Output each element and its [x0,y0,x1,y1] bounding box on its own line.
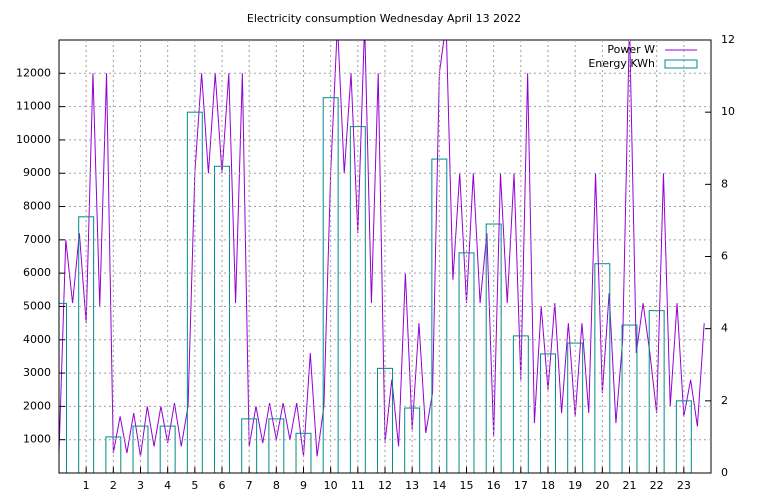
energy-box [377,367,393,473]
energy-box [458,252,475,473]
y-tick-label: 2000 [23,399,51,412]
y-tick-label: 6000 [23,266,51,279]
x-tick-label: 21 [623,479,637,492]
x-tick-label: 7 [246,479,253,492]
x-tick-label: 22 [650,479,664,492]
x-tick-label: 16 [487,479,501,492]
y2-tick-label: 0 [721,466,728,479]
x-tick-label: 9 [300,479,307,492]
energy-box [567,342,584,473]
y-tick-label: 5000 [23,299,51,312]
y2-tick-label: 8 [721,177,728,190]
energy-box [241,418,258,473]
y-tick-label: 11000 [16,100,51,113]
x-tick-label: 15 [460,479,474,492]
x-tick-label: 14 [432,479,446,492]
x-tick-label: 6 [219,479,226,492]
y2-tick-label: 2 [721,394,728,407]
x-tick-label: 12 [378,479,392,492]
x-tick-label: 8 [273,479,280,492]
legend-label: Energy KWh [588,57,655,70]
energy-box [268,418,285,473]
y-tick-label: 8000 [23,200,51,213]
energy-box [485,223,502,473]
x-tick-label: 3 [137,479,144,492]
energy-box [594,263,611,473]
x-tick-label: 2 [110,479,117,492]
chart-title: Electricity consumption Wednesday April … [247,12,521,25]
legend-label: Power W [607,43,655,56]
y2-tick-label: 12 [721,33,735,46]
x-tick-label: 4 [164,479,171,492]
x-tick-label: 18 [541,479,555,492]
y-tick-label: 10000 [16,133,51,146]
y-tick-label: 4000 [23,333,51,346]
y-tick-label: 7000 [23,233,51,246]
x-tick-label: 11 [351,479,365,492]
x-tick-label: 19 [568,479,582,492]
y2-tick-label: 10 [721,105,735,118]
y2-tick-label: 6 [721,250,728,263]
x-tick-label: 17 [514,479,528,492]
energy-box [186,111,203,473]
y2-tick-label: 4 [721,322,728,335]
y-tick-label: 1000 [23,433,51,446]
x-tick-label: 23 [677,479,691,492]
y-tick-label: 9000 [23,166,51,179]
y-tick-label: 3000 [23,366,51,379]
x-tick-label: 1 [83,479,90,492]
y-tick-label: 12000 [16,66,51,79]
legend-swatch [664,59,698,69]
x-tick-label: 13 [405,479,419,492]
x-tick-label: 20 [595,479,609,492]
x-tick-label: 10 [324,479,338,492]
x-tick-label: 5 [191,479,198,492]
power-line [59,40,705,457]
